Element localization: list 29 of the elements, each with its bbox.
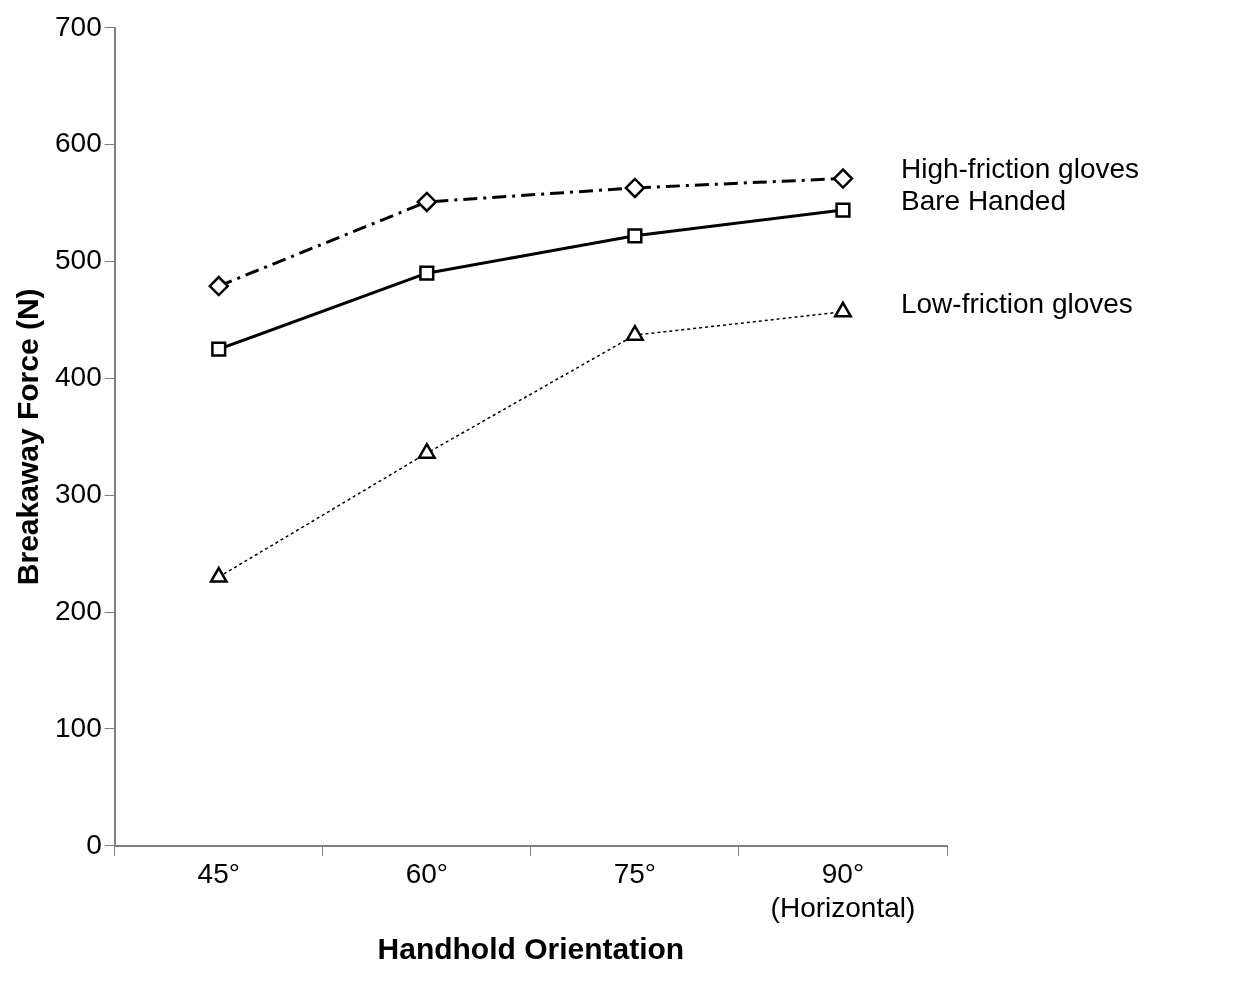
point <box>209 566 228 583</box>
series-label: Low-friction gloves <box>900 288 1133 320</box>
x-tick-label: 45° <box>197 858 240 890</box>
point <box>208 275 229 297</box>
y-tick-label: 700 <box>55 10 102 42</box>
point <box>833 301 853 318</box>
y-tick-label: 200 <box>55 594 102 626</box>
point <box>627 228 643 244</box>
y-tick-label: 100 <box>55 711 102 743</box>
point <box>211 341 227 357</box>
point <box>625 324 644 341</box>
y-tick-label: 0 <box>86 828 102 860</box>
x-axis-title: Handhold Orientation <box>377 932 685 966</box>
y-tick-label: 400 <box>55 361 102 393</box>
x-tick-label: 75° <box>613 858 657 890</box>
point <box>417 442 436 459</box>
point <box>419 265 435 281</box>
x-tick-label: 60° <box>405 858 448 890</box>
point <box>835 202 851 218</box>
y-tick-label: 500 <box>55 244 102 276</box>
point <box>624 177 646 199</box>
x-tick-label: 90° (Horizontal) <box>770 858 916 923</box>
series-label: Bare Handed <box>900 184 1066 216</box>
point <box>416 191 438 213</box>
y-tick-label: 600 <box>55 127 102 159</box>
point <box>832 168 854 189</box>
y-axis-title: Breakaway Force (N) <box>11 288 45 586</box>
y-tick-label: 300 <box>55 477 102 509</box>
series-label: High-friction gloves <box>900 153 1140 185</box>
